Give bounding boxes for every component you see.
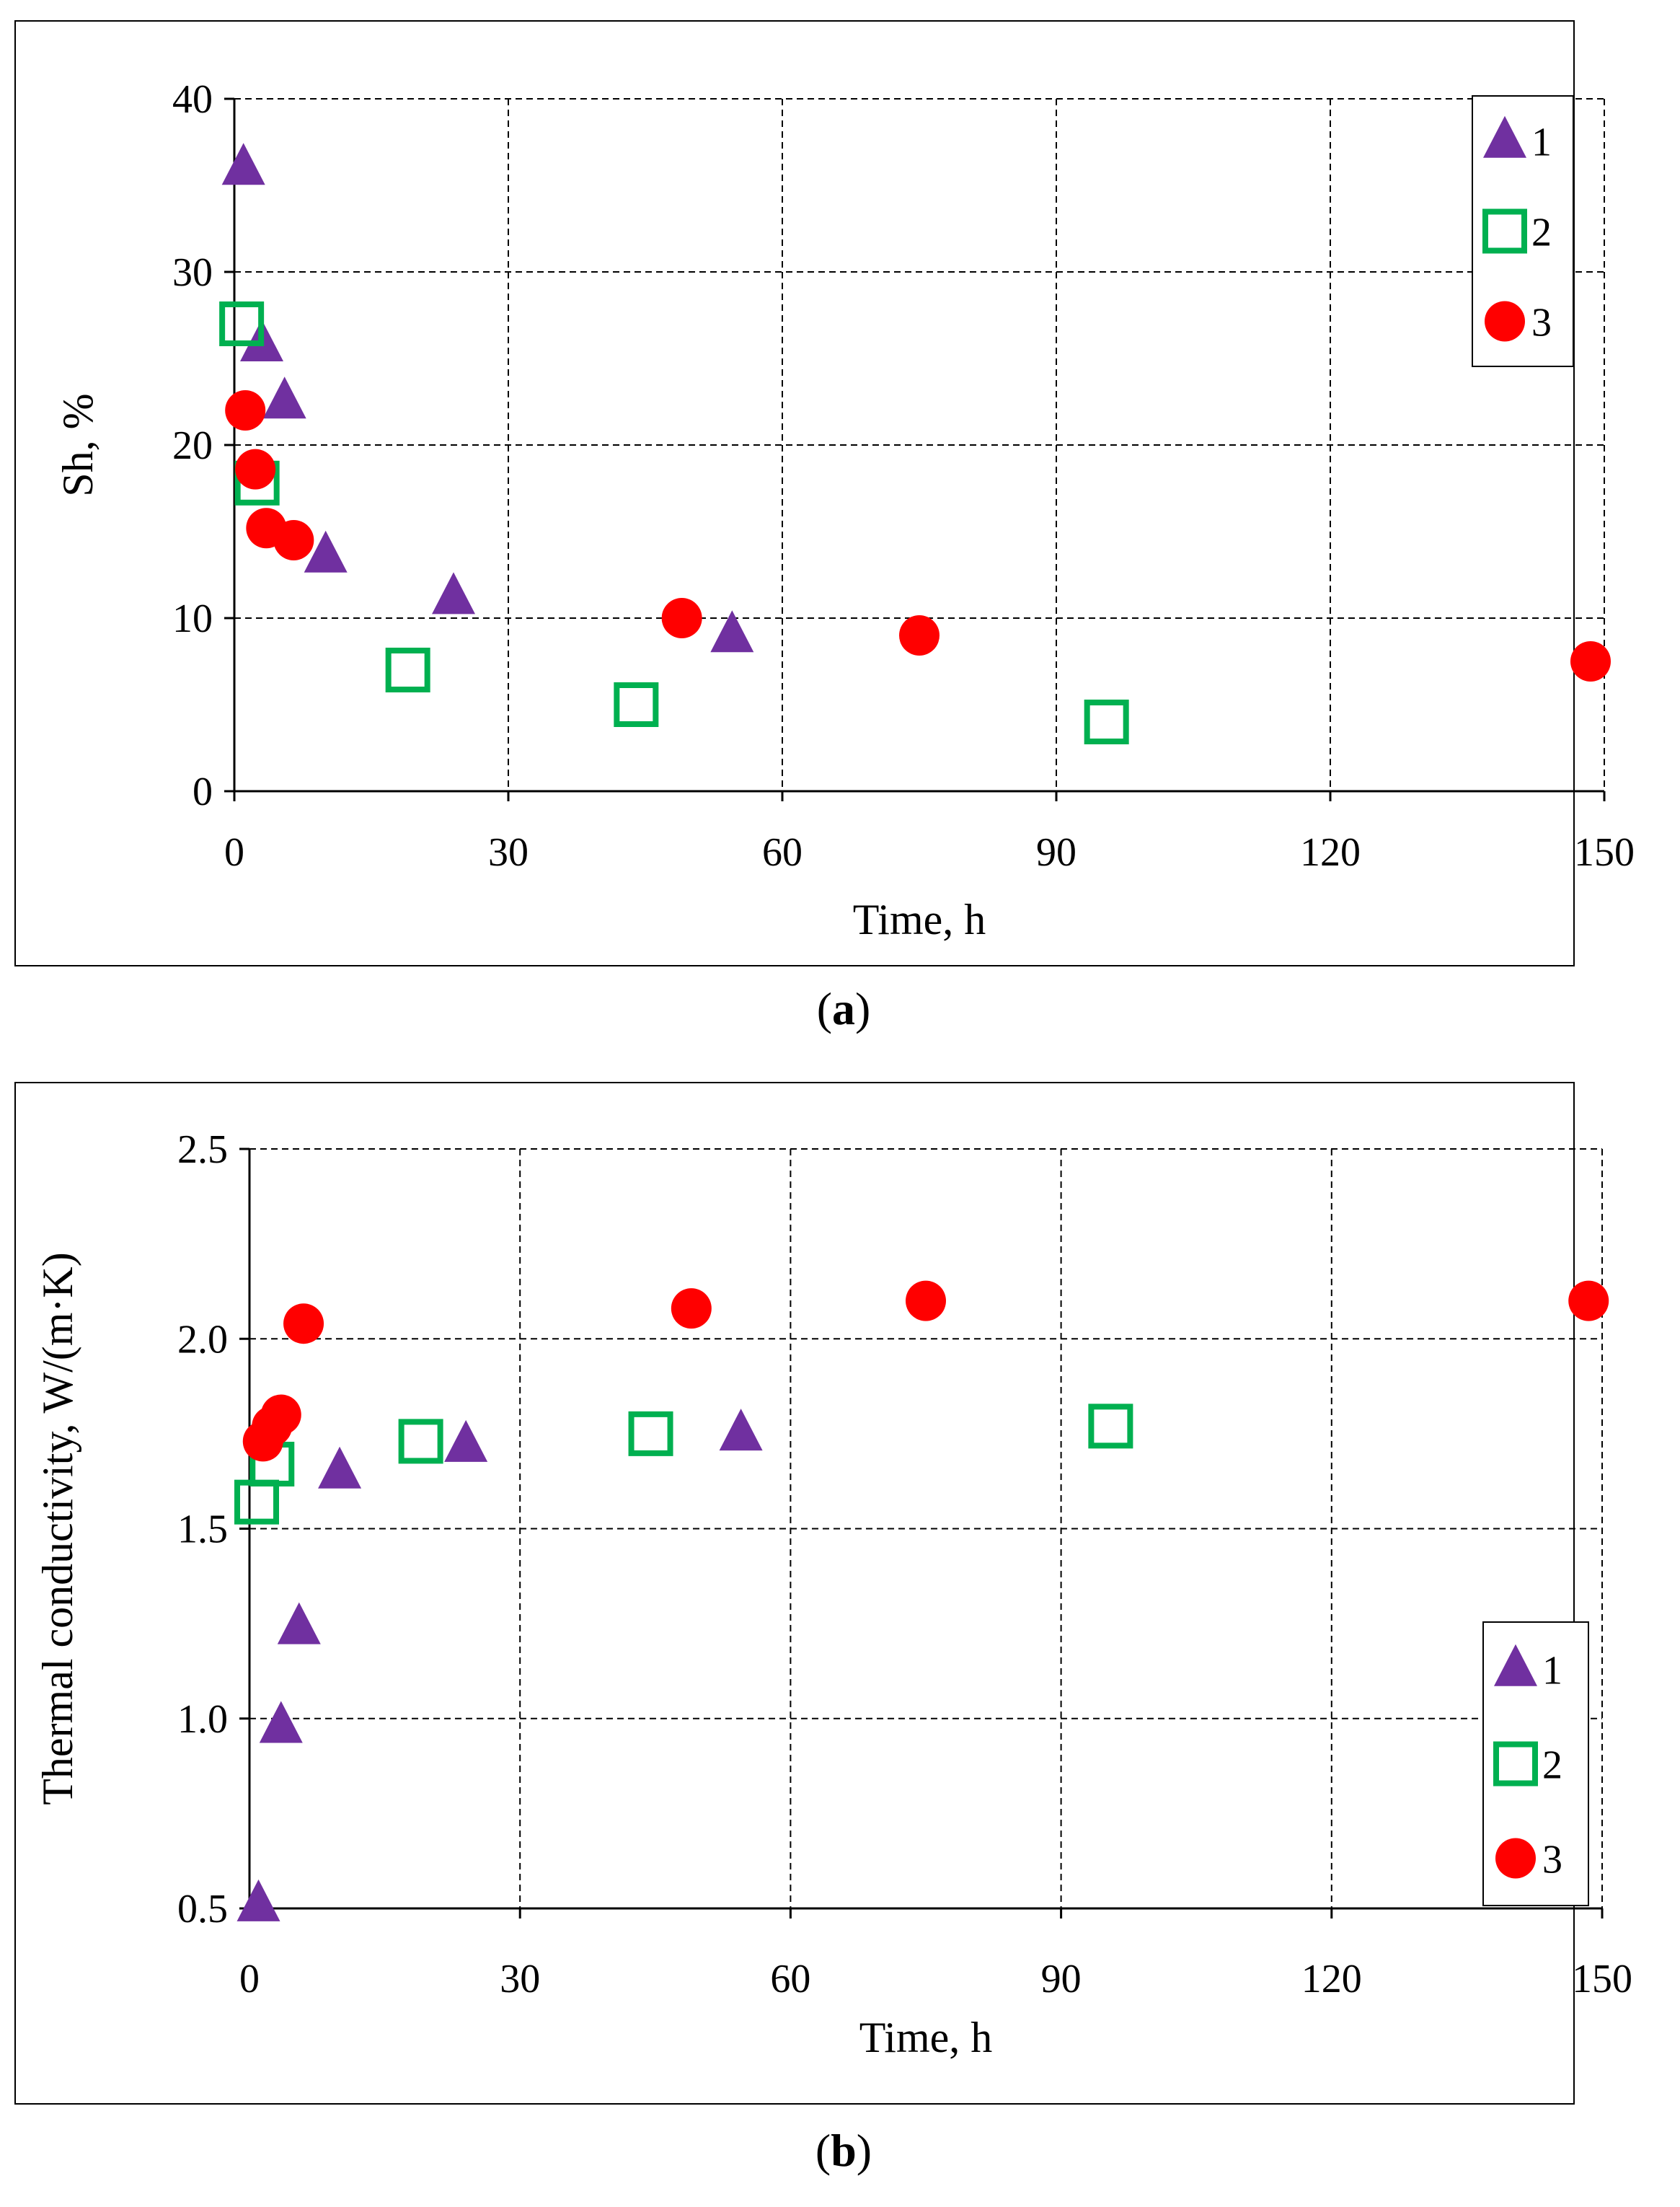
- chart-b-series-3-point: [906, 1280, 946, 1321]
- chart-b-series-1-point: [277, 1602, 321, 1644]
- chart-b-series-1-point: [236, 1879, 280, 1921]
- chart-a-ytick-label: 0: [193, 770, 213, 814]
- chart-a-legend-marker-3: [1485, 301, 1525, 342]
- chart-a-series-2-point: [1084, 700, 1129, 744]
- chart-a-legend-marker-2: [1482, 208, 1527, 254]
- chart-a-ytick-label: 10: [172, 596, 213, 641]
- chart-b-legend-label-1: 1: [1542, 1649, 1562, 1693]
- chart-b-series-1-point: [318, 1446, 362, 1489]
- chart-a-xtick-label: 90: [1036, 830, 1076, 875]
- chart-b-series-3-point: [1568, 1280, 1609, 1321]
- chart-a: 0 10 20 30 40 0 30 60 90 120 150 Time, h Sh, % 1 2 3: [54, 77, 1635, 943]
- chart-a-ytick-label: 30: [172, 250, 213, 295]
- chart-b-legend-marker-3: [1495, 1838, 1536, 1879]
- chart-b-xtick-label: 30: [500, 1957, 540, 2001]
- chart-b-legend-label-2: 2: [1542, 1743, 1562, 1788]
- chart-b-y-axis-label: Thermal conductivity, W/(m·K): [34, 1252, 81, 1805]
- chart-a-series-2-point: [219, 301, 265, 346]
- chart-b-frame: [14, 1082, 1575, 2105]
- chart-a-xtick-label: 0: [224, 830, 244, 875]
- chart-a-series-2-point: [385, 648, 430, 692]
- chart-b-series-2-point: [398, 1419, 443, 1464]
- chart-b-xtick-label: 150: [1572, 1957, 1632, 2001]
- chart-a-ytick-label: 40: [172, 77, 213, 122]
- chart-a-series-3-point: [1570, 641, 1611, 682]
- chart-a-series-1-point: [221, 143, 265, 185]
- chart-a-series-3-point: [235, 449, 276, 490]
- chart-b-series-3-point: [260, 1394, 301, 1435]
- chart-b-ytick-label: 1.5: [177, 1507, 228, 1552]
- chart-a-ytick-label: 20: [172, 423, 213, 468]
- caption-a: (a): [816, 983, 871, 1034]
- chart-b-series-2-point: [1088, 1404, 1133, 1449]
- chart-a-xtick-label: 120: [1300, 830, 1361, 875]
- chart-b-series-3-point: [283, 1303, 324, 1344]
- chart-a-series-3-point: [661, 598, 702, 638]
- chart-b-x-axis-label: Time, h: [859, 2014, 993, 2061]
- chart-a-series-3-point: [273, 520, 314, 560]
- chart-b-legend-marker-1: [1494, 1644, 1537, 1686]
- chart-a-legend-label-2: 2: [1531, 211, 1552, 255]
- chart-a-series-2-point: [614, 682, 659, 727]
- chart-b-ytick-label: 2.0: [177, 1317, 228, 1362]
- caption-b-letter: b: [831, 2125, 857, 2176]
- chart-a-series-1-point: [262, 376, 306, 419]
- chart-a-series-1-point: [710, 610, 754, 653]
- chart-a-series-3-point: [899, 615, 940, 656]
- chart-b-xtick-label: 0: [239, 1957, 260, 2001]
- chart-a-x-axis-label: Time, h: [853, 896, 986, 943]
- chart-b-series-2-point: [628, 1411, 673, 1456]
- chart-b-ytick-label: 0.5: [177, 1887, 228, 1931]
- chart-a-xtick-label: 60: [762, 830, 803, 875]
- chart-a-xtick-label: 150: [1574, 830, 1635, 875]
- caption-a-letter: a: [832, 983, 855, 1034]
- chart-b-xtick-label: 120: [1301, 1957, 1362, 2001]
- chart-b-xtick-label: 90: [1041, 1957, 1082, 2001]
- chart-a-series-3-point: [225, 390, 266, 431]
- chart-b-xtick-label: 60: [770, 1957, 810, 2001]
- chart-b-ytick-label: 2.5: [177, 1127, 228, 1172]
- chart-b-series-3-point: [671, 1288, 712, 1329]
- chart-a-y-axis-label: Sh, %: [54, 393, 102, 496]
- chart-b-ytick-label: 1.0: [177, 1697, 228, 1742]
- chart-a-legend-marker-1: [1483, 115, 1526, 158]
- chart-a-legend-label-3: 3: [1531, 301, 1552, 345]
- caption-b: (b): [815, 2125, 872, 2176]
- chart-b-series-1-point: [444, 1419, 488, 1462]
- chart-b-series-1-point: [719, 1409, 763, 1451]
- chart-a-series-1-point: [304, 530, 348, 573]
- chart-a-xtick-label: 30: [488, 830, 529, 875]
- chart-b-legend-label-3: 3: [1542, 1838, 1562, 1882]
- chart-b-series-2-point: [234, 1479, 280, 1525]
- chart-a-legend-label-1: 1: [1531, 120, 1552, 165]
- chart-b-legend-marker-2: [1493, 1741, 1538, 1787]
- chart-a-series-1-point: [432, 572, 475, 614]
- chart-b-series-1-point: [259, 1701, 303, 1743]
